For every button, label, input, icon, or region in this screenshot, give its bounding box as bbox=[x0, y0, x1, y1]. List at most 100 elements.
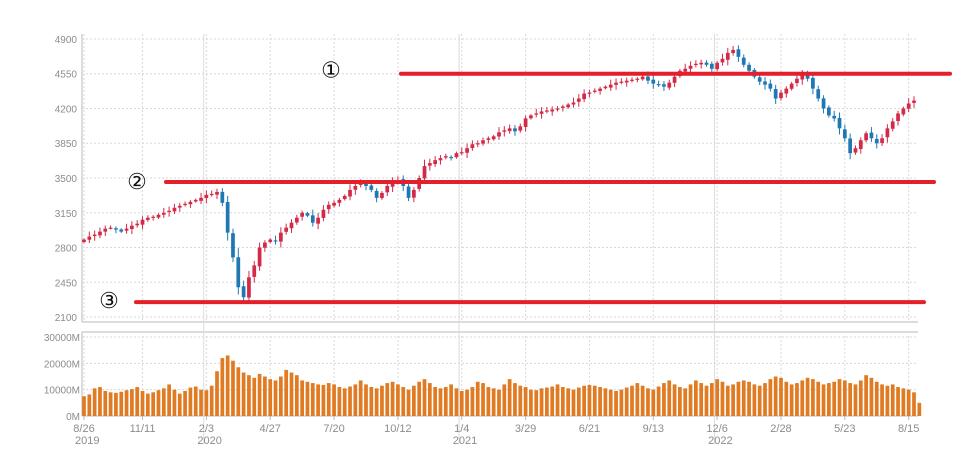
level-label: ② bbox=[127, 169, 147, 194]
candle bbox=[635, 77, 640, 83]
candle bbox=[598, 86, 602, 95]
candle-body bbox=[523, 118, 528, 127]
volume-bar bbox=[422, 379, 427, 416]
candle bbox=[848, 133, 853, 160]
candle-body bbox=[326, 204, 331, 210]
candle-body bbox=[667, 82, 672, 88]
candle-body bbox=[757, 77, 762, 82]
volume-bar bbox=[396, 384, 400, 416]
candle bbox=[789, 81, 794, 91]
date-tick-label: 8/15 bbox=[898, 423, 919, 435]
volume-bar bbox=[114, 392, 118, 416]
volume-bar bbox=[890, 384, 895, 416]
candle-body bbox=[491, 136, 496, 140]
volume-bar bbox=[188, 387, 193, 416]
volume-bar bbox=[576, 387, 581, 416]
candle-body bbox=[257, 247, 262, 267]
volume-bar bbox=[864, 375, 868, 416]
candle-body bbox=[114, 228, 118, 230]
candle bbox=[422, 159, 427, 184]
candle bbox=[257, 242, 262, 271]
volume-bar bbox=[571, 389, 576, 416]
candle-body bbox=[172, 207, 177, 212]
candle bbox=[513, 125, 517, 136]
candle bbox=[177, 202, 182, 212]
volume-bar bbox=[316, 384, 320, 416]
volume-bar bbox=[183, 390, 187, 416]
volume-bar bbox=[497, 389, 501, 416]
candle-body bbox=[98, 231, 102, 236]
candle-body bbox=[619, 81, 624, 83]
volume-bar bbox=[369, 387, 374, 416]
volume-bar bbox=[688, 384, 693, 416]
volume-bar bbox=[784, 381, 789, 416]
candle-body bbox=[300, 212, 305, 217]
volume-bar bbox=[82, 396, 86, 416]
volume-bar bbox=[204, 390, 209, 416]
candle-body bbox=[571, 102, 576, 105]
candle bbox=[220, 188, 225, 207]
candle bbox=[619, 78, 624, 85]
candle-body bbox=[560, 106, 565, 108]
volume-bar bbox=[167, 384, 171, 416]
candle-body bbox=[342, 195, 347, 200]
candle bbox=[784, 86, 789, 98]
volume-bar bbox=[130, 389, 134, 416]
candle bbox=[475, 140, 480, 148]
candle-body bbox=[587, 92, 592, 94]
candle-body bbox=[124, 228, 129, 231]
price-tick-label: 3500 bbox=[55, 174, 78, 185]
candle bbox=[773, 84, 778, 104]
candle-body bbox=[390, 181, 395, 187]
volume-bar bbox=[917, 402, 922, 416]
candle-body bbox=[443, 156, 448, 158]
candle-body bbox=[215, 191, 219, 195]
candle-body bbox=[630, 79, 634, 81]
candle bbox=[204, 190, 209, 204]
volume-tick-label: 30000M bbox=[44, 333, 80, 344]
candle bbox=[332, 200, 336, 208]
volume-bar bbox=[598, 387, 602, 416]
candle bbox=[571, 97, 576, 108]
volume-bar bbox=[853, 384, 858, 416]
candle bbox=[380, 191, 384, 200]
candle bbox=[172, 203, 177, 215]
volume-bar bbox=[513, 383, 517, 416]
date-tick-label: 7/20 bbox=[323, 423, 344, 435]
volume-bar bbox=[454, 388, 459, 416]
candle bbox=[896, 110, 900, 126]
candle bbox=[529, 114, 533, 120]
candle-body bbox=[156, 214, 161, 218]
volume-tick-label: 0M bbox=[66, 412, 80, 423]
volume-bar bbox=[518, 385, 523, 416]
candle-body bbox=[853, 148, 858, 153]
volume-bar bbox=[215, 371, 219, 416]
candle-body bbox=[896, 113, 900, 121]
candle-body bbox=[912, 100, 916, 103]
volume-bar bbox=[555, 384, 560, 416]
candle-body bbox=[885, 128, 890, 138]
candle-body bbox=[427, 163, 432, 166]
candle bbox=[624, 77, 629, 87]
candle-body bbox=[337, 199, 342, 203]
candle bbox=[491, 134, 496, 141]
candle bbox=[874, 134, 879, 149]
candle bbox=[273, 235, 278, 245]
volume-bar bbox=[640, 385, 645, 416]
volume-bar bbox=[529, 389, 533, 416]
candle-body bbox=[278, 232, 283, 242]
candle bbox=[864, 131, 868, 143]
date-tick-label: 5/23 bbox=[834, 423, 855, 435]
volume-bar bbox=[821, 384, 826, 416]
candle-body bbox=[454, 153, 459, 158]
volume-bar bbox=[145, 393, 150, 416]
candle bbox=[145, 215, 150, 222]
candle-body bbox=[518, 126, 523, 131]
candle bbox=[300, 210, 305, 221]
volume-bar bbox=[630, 385, 634, 416]
volume-bar bbox=[811, 379, 815, 416]
candle bbox=[853, 145, 858, 155]
candle-body bbox=[161, 212, 166, 215]
price-tick-label: 2450 bbox=[55, 278, 78, 289]
date-tick-label: 6/21 bbox=[579, 423, 600, 435]
